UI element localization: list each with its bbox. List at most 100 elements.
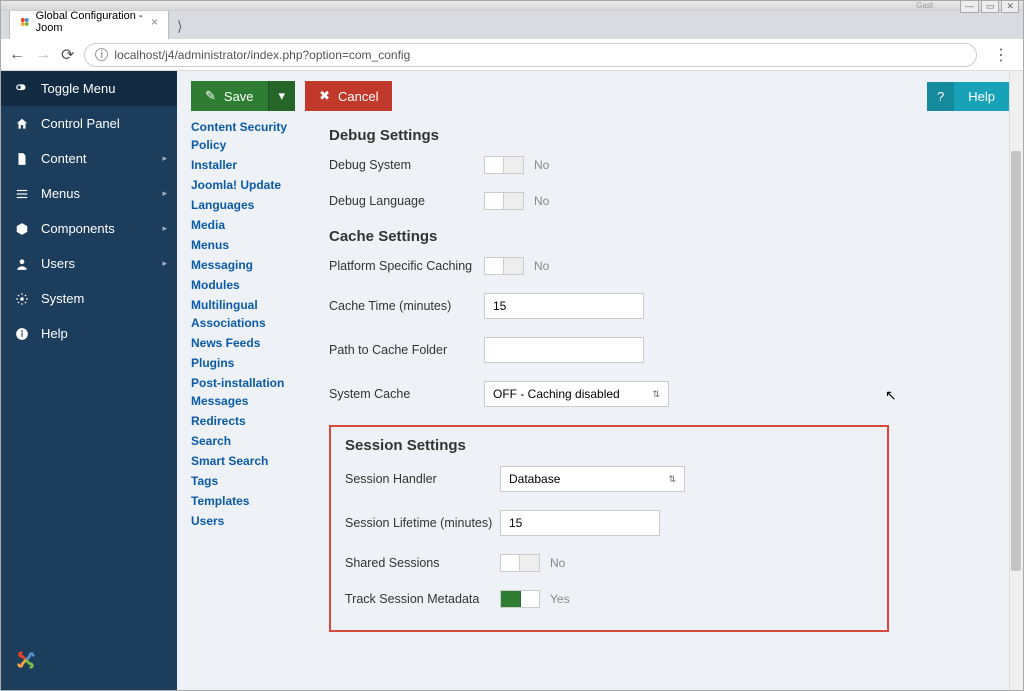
browser-toolbar: ← → ⟳ i localhost/j4/administrator/index…	[1, 39, 1023, 71]
component-link-users[interactable]: Users	[191, 511, 309, 531]
sidebar-item-help[interactable]: Help	[1, 316, 177, 351]
field-session-lifetime: Session Lifetime (minutes)	[345, 510, 873, 536]
session-handler-select[interactable]: Database ⇅	[500, 466, 685, 492]
cache-path-label: Path to Cache Folder	[329, 343, 484, 357]
browser-menu-button[interactable]: ⋮	[987, 45, 1015, 65]
session-settings-highlight: Session Settings Session Handler Databas…	[329, 425, 889, 632]
sidebar-item-content[interactable]: Content▸	[1, 141, 177, 176]
sidebar-item-label: System	[41, 291, 84, 306]
sidebar-item-label: Users	[41, 256, 75, 271]
component-link-media[interactable]: Media	[191, 215, 309, 235]
tab-title: Global Configuration - Joom	[36, 10, 145, 34]
platform-caching-label: Platform Specific Caching	[329, 259, 484, 273]
cache-time-input[interactable]	[484, 293, 644, 319]
field-shared-sessions: Shared Sessions No	[345, 554, 873, 572]
component-link-tags[interactable]: Tags	[191, 471, 309, 491]
field-platform-caching: Platform Specific Caching No	[329, 257, 889, 275]
home-icon	[15, 117, 29, 131]
site-info-icon[interactable]: i	[95, 48, 108, 61]
scrollbar[interactable]	[1009, 71, 1023, 690]
debug-language-toggle[interactable]	[484, 192, 524, 210]
track-metadata-state: Yes	[550, 592, 570, 606]
action-toolbar: ✎ Save ▾ ✖ Cancel ? Help	[177, 71, 1023, 113]
component-link-search[interactable]: Search	[191, 431, 309, 451]
sidebar-item-label: Components	[41, 221, 115, 236]
new-tab-button[interactable]: ⟩	[169, 14, 190, 39]
back-button[interactable]: ←	[9, 46, 25, 64]
sidebar-item-label: Content	[41, 151, 87, 166]
component-link-templates[interactable]: Templates	[191, 491, 309, 511]
field-debug-system: Debug System No	[329, 156, 889, 174]
sidebar-item-menus[interactable]: Menus▸	[1, 176, 177, 211]
minimize-button[interactable]: —	[960, 0, 979, 13]
component-link-modules[interactable]: Modules	[191, 275, 309, 295]
chevron-right-icon: ▸	[162, 188, 167, 199]
sidebar-item-control-panel[interactable]: Control Panel	[1, 106, 177, 141]
component-link-languages[interactable]: Languages	[191, 195, 309, 215]
help-button[interactable]: Help	[954, 82, 1009, 111]
window-user: Gast	[916, 1, 933, 10]
reload-button[interactable]: ⟳	[61, 45, 74, 65]
toggle-icon	[15, 82, 29, 96]
joomla-favicon-icon	[20, 16, 30, 28]
component-link-menus[interactable]: Menus	[191, 235, 309, 255]
file-icon	[15, 152, 29, 166]
cache-time-label: Cache Time (minutes)	[329, 299, 484, 313]
debug-system-toggle[interactable]	[484, 156, 524, 174]
sidebar-item-users[interactable]: Users▸	[1, 246, 177, 281]
field-system-cache: System Cache OFF - Caching disabled ⇅	[329, 381, 889, 407]
shared-sessions-toggle[interactable]	[500, 554, 540, 572]
component-link-content-security-policy[interactable]: Content Security Policy	[191, 117, 309, 155]
tab-close-icon[interactable]: ×	[151, 15, 158, 29]
toggle-menu-label: Toggle Menu	[41, 81, 115, 96]
maximize-button[interactable]: ▭	[981, 0, 1000, 13]
close-button[interactable]: ✕	[1001, 0, 1019, 13]
track-metadata-toggle[interactable]	[500, 590, 540, 608]
shared-sessions-state: No	[550, 556, 565, 570]
settings-column: Debug Settings Debug System No Debug Lan…	[329, 117, 889, 632]
url-text: localhost/j4/administrator/index.php?opt…	[114, 48, 410, 62]
save-button-group: ✎ Save ▾	[191, 81, 295, 111]
component-link-installer[interactable]: Installer	[191, 155, 309, 175]
save-icon: ✎	[205, 88, 216, 104]
session-lifetime-label: Session Lifetime (minutes)	[345, 516, 500, 530]
component-link-redirects[interactable]: Redirects	[191, 411, 309, 431]
content-row: Content Security PolicyInstallerJoomla! …	[177, 113, 1023, 652]
save-button[interactable]: ✎ Save	[191, 81, 268, 111]
session-lifetime-input[interactable]	[500, 510, 660, 536]
component-link-news-feeds[interactable]: News Feeds	[191, 333, 309, 353]
component-link-smart-search[interactable]: Smart Search	[191, 451, 309, 471]
scrollbar-thumb[interactable]	[1011, 151, 1021, 571]
component-link-multilingual-associations[interactable]: Multilingual Associations	[191, 295, 309, 333]
help-q-button[interactable]: ?	[927, 82, 954, 111]
sidebar-item-system[interactable]: System	[1, 281, 177, 316]
window-titlebar: Gast — ▭ ✕	[1, 1, 1023, 11]
cube-icon	[15, 222, 29, 236]
field-debug-language: Debug Language No	[329, 192, 889, 210]
save-dropdown-button[interactable]: ▾	[268, 81, 296, 111]
address-bar[interactable]: i localhost/j4/administrator/index.php?o…	[84, 43, 977, 67]
cache-settings-heading: Cache Settings	[329, 228, 889, 245]
component-link-plugins[interactable]: Plugins	[191, 353, 309, 373]
joomla-logo-icon	[15, 658, 37, 675]
help-button-group: ? Help	[927, 82, 1009, 111]
save-label: Save	[224, 89, 254, 104]
sidebar-item-components[interactable]: Components ▸	[1, 211, 177, 246]
component-link-post-installation-messages[interactable]: Post-installation Messages	[191, 373, 309, 411]
sidebar-item-label: Control Panel	[41, 116, 120, 131]
chevron-down-icon: ⇅	[652, 389, 660, 400]
cancel-icon: ✖	[319, 88, 330, 104]
debug-system-label: Debug System	[329, 158, 484, 172]
platform-caching-toggle[interactable]	[484, 257, 524, 275]
cache-path-input[interactable]	[484, 337, 644, 363]
chevron-right-icon: ▸	[162, 223, 167, 234]
component-link-messaging[interactable]: Messaging	[191, 255, 309, 275]
toggle-menu-button[interactable]: Toggle Menu	[1, 71, 177, 106]
system-cache-value: OFF - Caching disabled	[493, 387, 620, 401]
cancel-button[interactable]: ✖ Cancel	[305, 81, 392, 111]
forward-button[interactable]: →	[35, 46, 51, 64]
system-cache-select[interactable]: OFF - Caching disabled ⇅	[484, 381, 669, 407]
debug-language-state: No	[534, 194, 549, 208]
component-link-joomla-update[interactable]: Joomla! Update	[191, 175, 309, 195]
window-controls: — ▭ ✕	[960, 0, 1019, 13]
